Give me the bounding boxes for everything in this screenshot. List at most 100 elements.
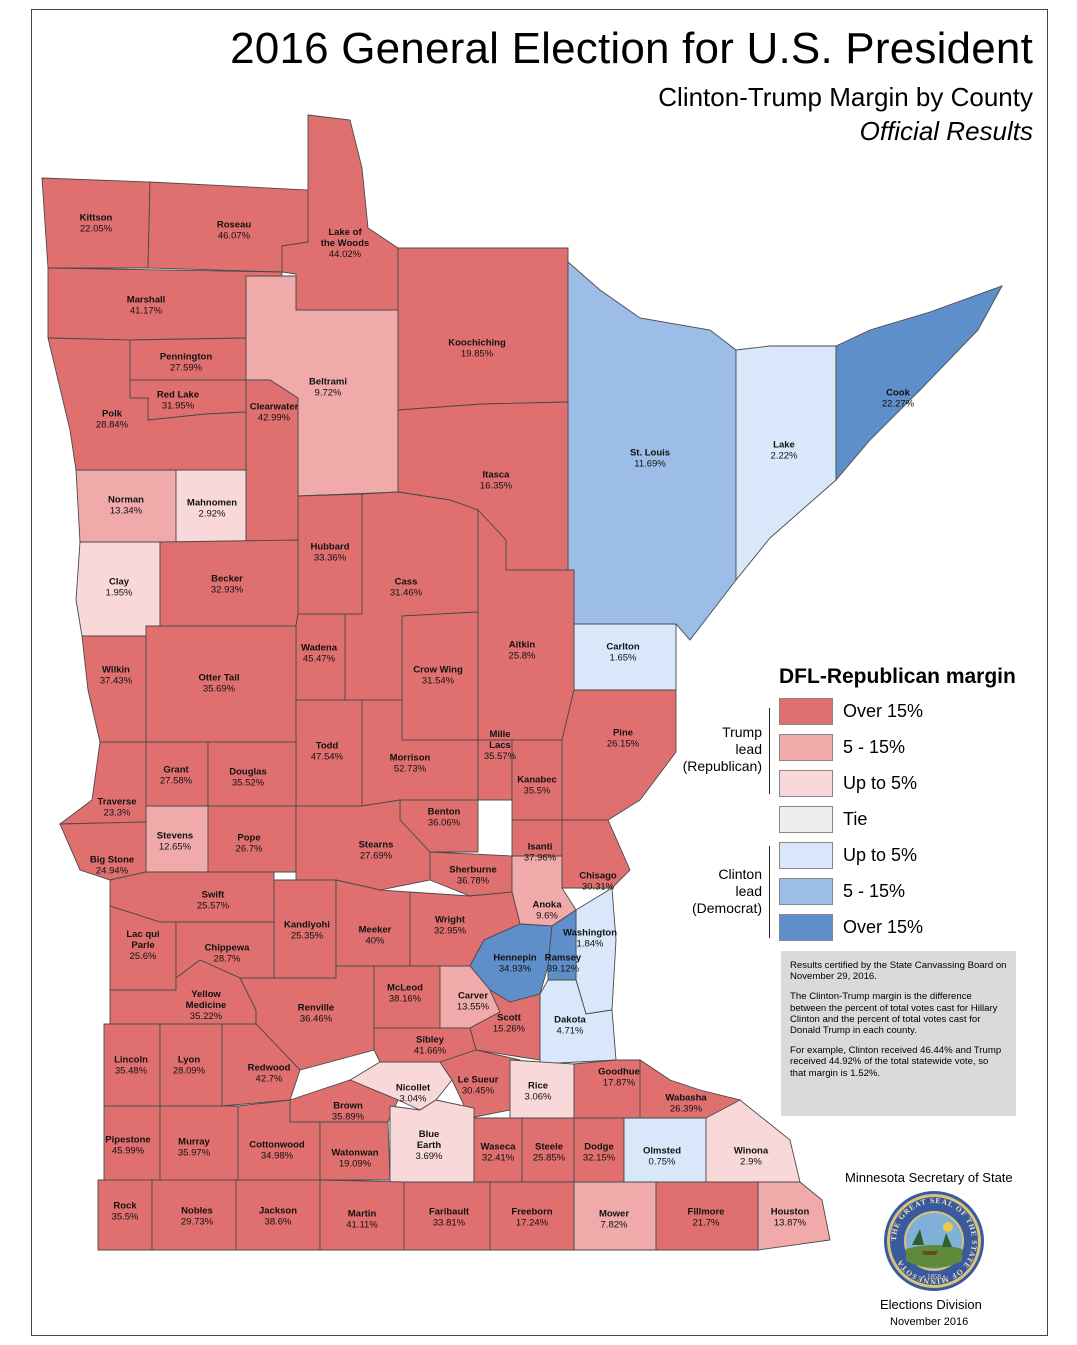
county-label-cook: Cook 22.27% <box>882 388 915 410</box>
county-scott <box>469 988 541 1061</box>
county-label-st-louis: St. Louis 11.69% <box>630 448 670 470</box>
county-cook <box>835 285 1003 482</box>
county-wilkin <box>81 635 147 743</box>
county-label-washington: Washington 1.84% <box>563 928 617 950</box>
legend-label: Tie <box>843 809 868 829</box>
legend-item-trump-5-15: 5 - 15% <box>779 734 905 761</box>
county-label-morrison: Morrison 52.73% <box>390 753 431 775</box>
legend-group-line: lead <box>735 883 762 899</box>
county-label-becker: Becker 32.93% <box>211 574 244 596</box>
legend-label: Up to 5% <box>843 773 918 793</box>
county-label-yellow-medicine: Yellow Medicine 35.22% <box>186 989 227 1022</box>
county-label-marshall: Marshall 41.17% <box>127 295 166 317</box>
county-label-beltrami: Beltrami 9.72% <box>309 377 347 399</box>
county-label-watonwan: Watonwan 19.09% <box>331 1148 378 1170</box>
legend-group-trump: Trump lead (Republican) <box>672 724 762 775</box>
county-label-lyon: Lyon 28.09% <box>173 1055 206 1077</box>
county-label-dodge: Dodge 32.15% <box>583 1142 616 1164</box>
county-label-sibley: Sibley 41.66% <box>414 1035 447 1057</box>
county-label-kanabec: Kanabec 35.5% <box>517 775 557 797</box>
county-label-otter-tail: Otter Tail 35.69% <box>199 673 240 695</box>
county-label-nicollet: Nicollet 3.04% <box>396 1083 431 1105</box>
county-label-meeker: Meeker 40% <box>359 925 392 947</box>
legend-swatch <box>779 806 833 833</box>
county-label-swift: Swift 25.57% <box>197 890 230 912</box>
note-example: For example, Clinton received 46.44% and… <box>790 1045 1002 1079</box>
legend-group-line: (Republican) <box>682 758 762 774</box>
county-label-big-stone: Big Stone 24.94% <box>90 855 134 877</box>
county-label-cottonwood: Cottonwood 34.98% <box>249 1140 305 1162</box>
legend-item-clinton-5-15: 5 - 15% <box>779 878 905 905</box>
legend-swatch <box>779 842 833 869</box>
state-seal-icon: THE GREAT SEAL OF THE STATE OF MINNESOTA… <box>884 1191 984 1291</box>
county-label-olmsted: Olmsted 0.75% <box>643 1146 681 1168</box>
county-label-isanti: Isanti 37.96% <box>524 842 557 864</box>
county-washington <box>575 887 617 1015</box>
county-label-koochiching: Koochiching 19.85% <box>448 338 506 360</box>
legend-label: Over 15% <box>843 701 924 721</box>
map-subtitle-results: Official Results <box>859 116 1033 146</box>
county-label-faribault: Faribault 33.81% <box>429 1207 470 1229</box>
county-winona <box>705 1099 801 1183</box>
map-title: 2016 General Election for U.S. President <box>230 24 1033 73</box>
county-label-rock: Rock 35.5% <box>112 1201 139 1223</box>
county-label-stevens: Stevens 12.65% <box>157 831 193 853</box>
legend-swatch <box>779 734 833 761</box>
legend-swatch <box>779 698 833 725</box>
legend-item-trump-upto5: Up to 5% <box>779 770 917 797</box>
legend-group-bracket <box>769 846 770 938</box>
division-name: Elections Division <box>880 1297 982 1312</box>
county-label-norman: Norman 13.34% <box>108 495 144 517</box>
county-label-lake: Lake 2.22% <box>771 440 798 462</box>
legend-label: 5 - 15% <box>843 881 906 901</box>
legend-item-clinton-over15: Over 15% <box>779 914 923 941</box>
county-pine <box>561 689 677 821</box>
legend-group-line: lead <box>735 741 762 757</box>
county-meeker <box>335 879 411 967</box>
county-label-steele: Steele 25.85% <box>533 1142 566 1164</box>
county-label-le-sueur: Le Sueur 30.45% <box>458 1075 499 1097</box>
county-label-douglas: Douglas 35.52% <box>229 767 266 789</box>
county-label-clay: Clay 1.95% <box>106 577 133 599</box>
county-label-lincoln: Lincoln 35.48% <box>114 1055 148 1077</box>
county-label-benton: Benton 36.06% <box>428 807 461 829</box>
county-label-anoka: Anoka 9.6% <box>532 900 562 922</box>
legend-label: Up to 5% <box>843 845 918 865</box>
publication-date: November 2016 <box>890 1316 969 1328</box>
county-label-pipestone: Pipestone 45.99% <box>105 1135 150 1157</box>
county-label-grant: Grant 27.58% <box>160 765 193 787</box>
county-label-dakota: Dakota 4.71% <box>554 1015 586 1037</box>
county-koochiching <box>397 247 569 411</box>
legend-group-line: Trump <box>722 724 762 740</box>
county-label-pennington: Pennington 27.59% <box>160 352 212 374</box>
legend-item-clinton-upto5: Up to 5% <box>779 842 917 869</box>
county-label-ramsey: Ramsey 39.12% <box>545 953 582 975</box>
county-label-cass: Cass 31.46% <box>390 577 423 599</box>
county-label-brown: Brown 35.89% <box>332 1101 365 1123</box>
county-label-nobles: Nobles 29.73% <box>181 1206 214 1228</box>
county-label-scott: Scott 15.26% <box>493 1013 526 1035</box>
legend-title: DFL-Republican margin <box>779 665 1016 688</box>
county-label-crow-wing: Crow Wing 31.54% <box>413 665 463 687</box>
legend-group-line: (Democrat) <box>691 900 762 916</box>
county-label-carlton: Carlton 1.65% <box>606 642 639 664</box>
county-label-winona: Winona 2.9% <box>734 1146 769 1168</box>
county-label-hubbard: Hubbard 33.36% <box>310 542 349 564</box>
county-label-martin: Martin 41.11% <box>346 1209 378 1231</box>
map-subtitle: Clinton-Trump Margin by County <box>658 82 1033 112</box>
county-label-kittson: Kittson 22.05% <box>80 213 113 235</box>
county-label-wright: Wright 32.95% <box>434 915 467 937</box>
county-label-waseca: Waseca 32.41% <box>480 1142 516 1164</box>
legend-group-line: Clinton <box>718 866 762 882</box>
county-label-blue-earth: Blue Earth 3.69% <box>416 1129 443 1162</box>
county-label-redwood: Redwood 42.7% <box>248 1063 291 1085</box>
legend-swatch <box>779 770 833 797</box>
note-certification: Results certified by the State Canvassin… <box>790 960 1007 983</box>
county-label-clearwater: Clearwater 42.99% <box>250 402 299 424</box>
county-label-itasca: Itasca 16.35% <box>480 470 513 492</box>
county-label-red-lake: Red Lake 31.95% <box>157 390 199 412</box>
map-frame <box>31 9 1048 1336</box>
county-label-mcleod: McLeod 38.16% <box>387 983 423 1005</box>
county-label-murray: Murray 35.97% <box>178 1137 211 1159</box>
county-label-chippewa: Chippewa 28.7% <box>205 943 251 965</box>
